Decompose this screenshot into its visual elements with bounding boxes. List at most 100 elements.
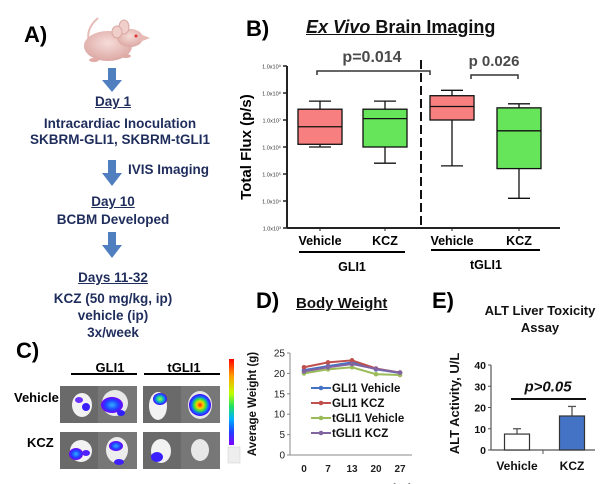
col-header-underline: [144, 373, 220, 375]
significance-bracket: [316, 70, 431, 75]
series-tgli1-kcz: tGLI1 KCZ: [301, 361, 403, 440]
legend-marker: [318, 385, 324, 391]
data-point: [301, 364, 307, 370]
legend-label: tGLI1 KCZ: [332, 428, 388, 440]
panel-b-title-italic: Ex Vivo: [306, 17, 371, 37]
y-tick-label: 1.0x10⁷: [262, 118, 281, 125]
box-gli1-kcz: [362, 100, 408, 164]
y-tick-label: 40: [474, 360, 486, 372]
bar-kcz: [558, 405, 586, 451]
data-point: [373, 366, 379, 372]
alt-bar-chart: ALT Liver Toxicity Assay 0 10 20 30 40 ALT Acti…: [447, 303, 597, 473]
ivis-imaging-note: IVIS Imaging: [128, 162, 210, 177]
y-tick-label: 10: [474, 424, 486, 436]
data-point: [373, 371, 379, 377]
box-iqr: [496, 107, 542, 170]
y-tick-label: 1.0x10⁵: [262, 172, 281, 179]
p-value-annotation: p 0.026: [469, 53, 520, 70]
panel-d-label: D): [256, 288, 280, 313]
row-header-vehicle: Vehicle: [14, 390, 59, 405]
y-tick-label: 1.0x10⁹: [262, 64, 281, 71]
step-day1-line: Intracardiac Inoculation: [43, 116, 197, 131]
y-tick-label: 20: [474, 403, 486, 415]
step-days11-32-heading: Days 11-32: [78, 270, 148, 285]
panel-b-label: B): [246, 16, 270, 41]
data-point: [349, 358, 355, 363]
y-tick-label: 0: [480, 445, 486, 457]
legend-label: tGLI1 Vehicle: [332, 413, 404, 425]
bar: [558, 415, 586, 451]
step-day10-heading: Day 10: [91, 194, 135, 209]
y-tick-label: 30: [474, 381, 486, 393]
step-days11-32-line: KCZ (50 mg/kg, ip): [53, 291, 173, 306]
group-label: tGLI1: [470, 258, 502, 272]
step-day1-heading: Day 1: [94, 94, 132, 109]
p-value-annotation: p>0.05: [523, 379, 572, 396]
x-tick-label: Vehicle: [298, 234, 341, 248]
y-tick-label: 20: [274, 369, 286, 380]
box-gli1-vehicle: [297, 100, 343, 148]
legend-marker: [318, 415, 324, 421]
step-days11-32-line: vehicle (ip): [77, 308, 149, 323]
x-tick-label: KCZ: [372, 234, 398, 248]
data-point: [325, 364, 331, 370]
y-tick-label: 25: [274, 349, 286, 360]
y-tick-label: 1.0x10³: [263, 227, 282, 233]
y-axis-label: Total Flux (p/s): [238, 94, 255, 200]
y-tick-label: 1.0x10⁴: [262, 199, 282, 206]
legend-marker: [318, 430, 324, 436]
x-tick-label: 20: [370, 464, 382, 475]
y-tick-label: 0: [279, 451, 285, 462]
x-axis-label: Days Post-Inoculation: [295, 482, 426, 484]
x-tick-label: 7: [325, 464, 331, 475]
significance-bracket: [470, 74, 519, 79]
row-header-kcz: KCZ: [27, 435, 54, 450]
data-point: [397, 370, 403, 375]
color-scale-bar: [227, 359, 241, 464]
box-iqr: [429, 95, 475, 121]
legend-label: GLI1 KCZ: [332, 398, 384, 410]
x-tick-label: 0: [301, 464, 307, 475]
x-tick-label: KCZ: [560, 459, 585, 473]
box-tgli1-vehicle: [429, 89, 475, 167]
panel-e-title: ALT Liver Toxicity: [485, 303, 597, 318]
y-axis-label: ALT Activity, U/L: [447, 353, 462, 455]
bar: [503, 433, 531, 451]
mouse-image: [84, 17, 150, 62]
step-day10-line: BCBM Developed: [56, 212, 170, 227]
y-tick-label: 1.0x10⁶: [262, 145, 281, 152]
body-weight-line-chart: 0 5 10 15 20 25 0 7 13 20 27 Average Weight (g) Days…: [247, 349, 426, 484]
group-label: GLI1: [338, 260, 366, 274]
arrow-down-icon: [102, 232, 122, 258]
y-tick-label: 10: [274, 410, 286, 421]
panel-e-title: Assay: [521, 320, 560, 335]
box-iqr: [362, 108, 408, 148]
x-tick-label: 13: [346, 464, 358, 475]
data-point: [325, 360, 331, 365]
col-header-underline: [71, 373, 137, 375]
p-value-annotation: p=0.014: [342, 49, 401, 66]
arrow-down-icon: [102, 68, 122, 92]
series-tgli1-vehicle: tGLI1 Vehicle: [301, 364, 404, 425]
y-tick-label: 15: [274, 389, 286, 400]
arrow-down-icon: [102, 160, 122, 186]
panel-b-title: Ex Vivo Brain Imaging: [306, 17, 495, 38]
panel-a-label: A): [24, 22, 48, 47]
bar-vehicle: [503, 428, 531, 451]
panel-b-title-text: Brain Imaging: [375, 17, 496, 37]
legend-label: GLI1 Vehicle: [332, 383, 400, 395]
data-point: [349, 361, 355, 367]
x-tick-label: Vehicle: [430, 234, 473, 248]
y-tick-label: 5: [279, 430, 285, 441]
x-tick-label: Vehicle: [496, 459, 538, 473]
legend-marker: [318, 400, 324, 406]
x-tick-label: KCZ: [506, 234, 532, 248]
panel-e-label: E): [432, 288, 454, 313]
x-tick-label: 27: [394, 464, 406, 475]
col-header-gli1: GLI1: [95, 360, 125, 375]
brain-flux-boxplot: 1.0x10³ 1.0x10⁴ 1.0x10⁵ 1.0x10⁶ 1.0x10⁷ 1.0x1…: [238, 49, 560, 274]
step-days11-32-line: 3x/week: [87, 325, 139, 340]
step-day1-line: SKBRM-GLI1, SKBRM-tGLI1: [30, 132, 210, 147]
box-tgli1-kcz: [496, 103, 542, 199]
y-axis-label: Average Weight (g): [247, 352, 259, 456]
